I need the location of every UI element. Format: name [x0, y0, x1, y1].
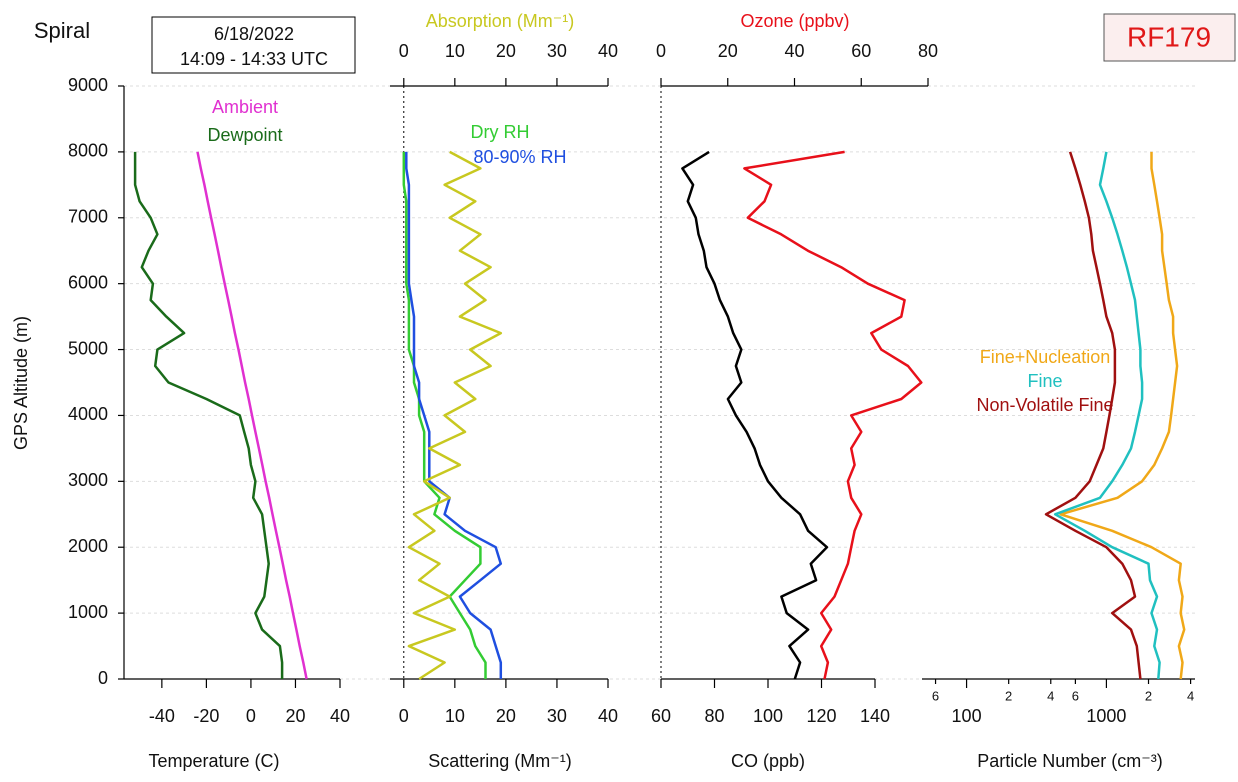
- y-tick-label: 1000: [68, 602, 108, 622]
- x2-tick-label: 30: [547, 41, 567, 61]
- x-tick-label: 2: [1005, 688, 1012, 703]
- y-tick-label: 5000: [68, 338, 108, 358]
- profile-line: [681, 150, 829, 680]
- legend-label: Fine+Nucleation: [980, 347, 1111, 367]
- x-tick-label: 140: [860, 706, 890, 726]
- date-box: [151, 16, 356, 74]
- x-tick-label: -40: [149, 706, 175, 726]
- x-tick-label: 1000: [1086, 706, 1126, 726]
- x-tick-label: 6: [932, 688, 939, 703]
- x-axis-title: Particle Number (cm⁻³): [977, 751, 1163, 771]
- y-tick-label: 6000: [68, 272, 108, 292]
- x2-tick-label: 0: [399, 41, 409, 61]
- profile-line: [196, 151, 308, 680]
- x-tick-label: 4: [1187, 688, 1194, 703]
- date: 6/18/2022: [214, 24, 294, 44]
- x-axis-title: Temperature (C): [148, 751, 279, 771]
- legend-label: Dewpoint: [207, 125, 282, 145]
- x2-tick-label: 0: [656, 41, 666, 61]
- x-tick-label: 6: [1072, 688, 1079, 703]
- x-tick-label: 4: [1047, 688, 1054, 703]
- x-tick-label: 0: [399, 706, 409, 726]
- flight-box: [1103, 13, 1236, 62]
- x-axis-title: CO (ppb): [731, 751, 805, 771]
- x-tick-label: 80: [704, 706, 724, 726]
- y-tick-label: 2000: [68, 536, 108, 556]
- profile-line: [1059, 151, 1186, 680]
- chart-title: Spiral: [34, 18, 90, 43]
- y-tick-label: 0: [98, 668, 108, 688]
- profile-line: [743, 150, 923, 680]
- y-axis-title: GPS Altitude (m): [11, 316, 31, 450]
- x2-axis-title: Absorption (Mm⁻¹): [426, 11, 575, 31]
- legend-label: 80-90% RH: [473, 147, 566, 167]
- y-tick-label: 9000: [68, 75, 108, 95]
- x2-axis-title: Ozone (ppbv): [740, 11, 849, 31]
- x-tick-label: 60: [651, 706, 671, 726]
- y-tick-label: 8000: [68, 141, 108, 161]
- x-tick-label: 120: [806, 706, 836, 726]
- x2-tick-label: 40: [598, 41, 618, 61]
- x-tick-label: 2: [1145, 688, 1152, 703]
- x-axis-title: Scattering (Mm⁻¹): [428, 751, 572, 771]
- x-tick-label: 20: [496, 706, 516, 726]
- x2-tick-label: 10: [445, 41, 465, 61]
- profile-line: [133, 151, 284, 679]
- time-range: 14:09 - 14:33 UTC: [180, 49, 328, 69]
- profile-line: [407, 150, 503, 681]
- x-tick-label: -20: [193, 706, 219, 726]
- legend-label: Dry RH: [471, 122, 530, 142]
- x2-tick-label: 60: [851, 41, 871, 61]
- y-tick-label: 4000: [68, 404, 108, 424]
- profile-line: [405, 151, 503, 679]
- y-tick-label: 7000: [68, 207, 108, 227]
- x-tick-label: 10: [445, 706, 465, 726]
- x-tick-label: 20: [285, 706, 305, 726]
- x-tick-label: 100: [753, 706, 783, 726]
- x-tick-label: 40: [330, 706, 350, 726]
- y-tick-label: 3000: [68, 470, 108, 490]
- profile-line: [1053, 151, 1161, 680]
- legend-label: Fine: [1027, 371, 1062, 391]
- x-tick-label: 0: [246, 706, 256, 726]
- x2-tick-label: 80: [918, 41, 938, 61]
- legend-label: Ambient: [212, 97, 278, 117]
- legend-label: Non-Volatile Fine: [976, 395, 1113, 415]
- x-tick-label: 100: [952, 706, 982, 726]
- flight-id: RF179: [1127, 21, 1211, 52]
- x2-tick-label: 40: [784, 41, 804, 61]
- x-tick-label: 30: [547, 706, 567, 726]
- x-tick-label: 40: [598, 706, 618, 726]
- profile-line: [1044, 151, 1142, 680]
- x2-tick-label: 20: [496, 41, 516, 61]
- x2-tick-label: 20: [718, 41, 738, 61]
- profile-line: [402, 151, 487, 679]
